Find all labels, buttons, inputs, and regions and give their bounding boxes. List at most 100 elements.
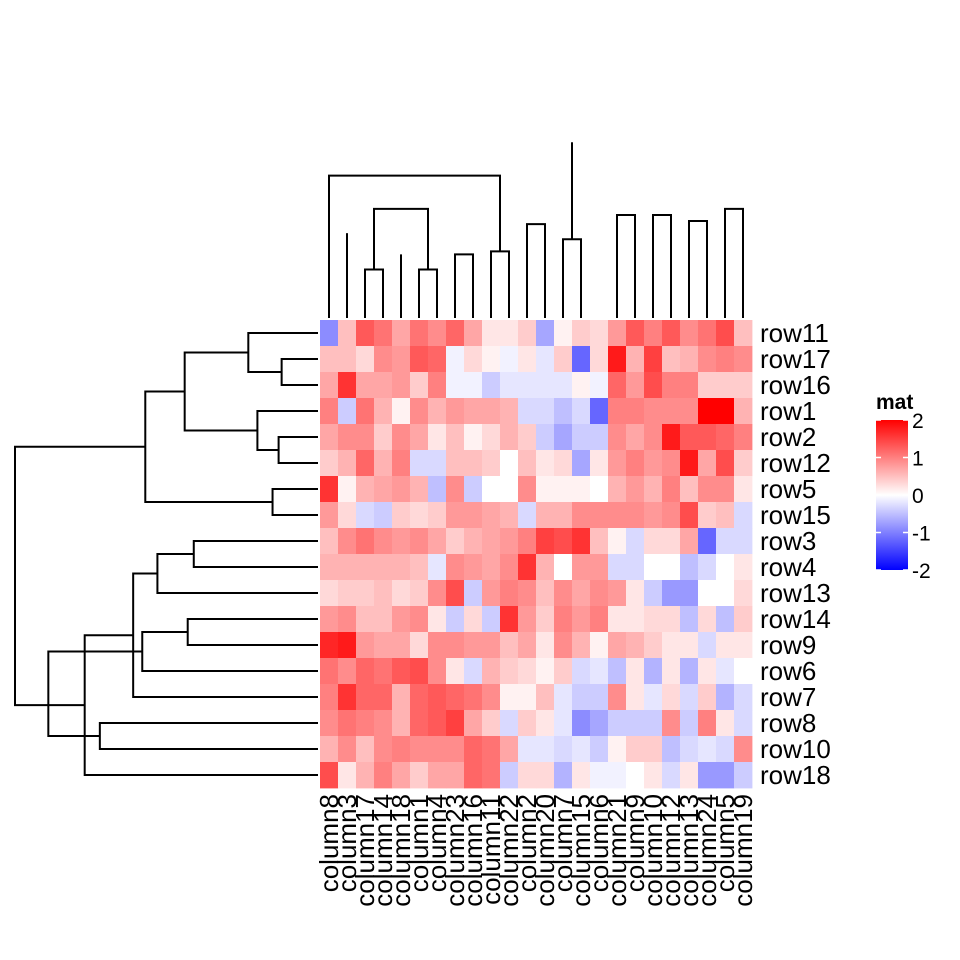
heatmap-cell (662, 528, 681, 555)
heatmap-cell (410, 736, 429, 763)
heatmap-cell (500, 372, 519, 399)
heatmap-cell (464, 372, 483, 399)
heatmap-cell (662, 710, 681, 737)
heatmap-cell (644, 554, 663, 581)
heatmap-cell (554, 658, 573, 685)
heatmap-cell (734, 658, 753, 685)
heatmap-cell (464, 736, 483, 763)
heatmap-cell (374, 320, 393, 347)
heatmap-cell (356, 606, 375, 633)
heatmap-cell (662, 372, 681, 399)
column-labels: column8column3column17column14column18co… (314, 794, 758, 907)
heatmap-cell (626, 762, 645, 789)
heatmap-cell (716, 398, 735, 425)
heatmap-cell (356, 424, 375, 451)
heatmap-cell (356, 476, 375, 503)
heatmap-cell (338, 762, 357, 789)
row-dendrogram (14, 332, 318, 776)
dendrogram-branch (652, 213, 672, 318)
heatmap-cell (734, 736, 753, 763)
heatmap-cell (608, 606, 627, 633)
column-label: column13 (674, 794, 704, 907)
heatmap-cell (644, 502, 663, 529)
heatmap-cell (572, 424, 591, 451)
heatmap-cell (392, 736, 411, 763)
heatmap-cell (608, 632, 627, 659)
heatmap-cell (644, 346, 663, 373)
dendrogram-branch (688, 220, 708, 318)
heatmap-cell (428, 502, 447, 529)
row-labels: row11row17row16row1row2row12row5row15row… (760, 318, 831, 790)
heatmap-cell (698, 658, 717, 685)
heatmap-cell (644, 710, 663, 737)
heatmap-cell (698, 372, 717, 399)
heatmap-cell (428, 528, 447, 555)
heatmap-cell (464, 502, 483, 529)
heatmap-cell (734, 346, 753, 373)
heatmap-cell (392, 346, 411, 373)
heatmap-cell (338, 554, 357, 581)
heatmap-cell (500, 502, 519, 529)
heatmap-cell (338, 346, 357, 373)
heatmap-cell (374, 658, 393, 685)
row-label: row1 (760, 396, 816, 426)
heatmap-cell (482, 684, 501, 711)
heatmap-cell (392, 762, 411, 789)
heatmap-cell (608, 710, 627, 737)
heatmap-cell (680, 450, 699, 477)
heatmap-cell (572, 658, 591, 685)
heatmap-cell (608, 346, 627, 373)
dendrogram-branch (186, 618, 318, 646)
row-label: row8 (760, 708, 816, 738)
heatmap-cell (698, 476, 717, 503)
heatmap-cell (464, 632, 483, 659)
heatmap-cell (680, 476, 699, 503)
heatmap-cell (428, 736, 447, 763)
heatmap-cell (356, 580, 375, 607)
heatmap-cell (554, 606, 573, 633)
heatmap-cell (356, 632, 375, 659)
heatmap-cell (680, 762, 699, 789)
heatmap-cell (518, 762, 537, 789)
heatmap-cell (392, 502, 411, 529)
heatmap-cell (392, 632, 411, 659)
heatmap-cell (518, 346, 537, 373)
heatmap-cell (662, 632, 681, 659)
heatmap-cell (680, 580, 699, 607)
heatmap-cell (356, 684, 375, 711)
column-label: column9 (620, 794, 650, 892)
heatmap-cell (392, 658, 411, 685)
heatmap-cell (446, 684, 465, 711)
heatmap-cell (644, 736, 663, 763)
dendrogram-branch (98, 722, 318, 750)
heatmap-cell (374, 736, 393, 763)
heatmap-cell (464, 554, 483, 581)
heatmap-cell (500, 580, 519, 607)
heatmap-cell (410, 372, 429, 399)
heatmap-cell (590, 684, 609, 711)
heatmap-cell (734, 528, 753, 555)
heatmap-cell (590, 554, 609, 581)
row-label: row4 (760, 552, 816, 582)
heatmap-cell (680, 346, 699, 373)
heatmap-cell (338, 658, 357, 685)
heatmap-cell (554, 372, 573, 399)
heatmap-cell (698, 606, 717, 633)
heatmap-cell (428, 554, 447, 581)
column-label: column20 (530, 794, 560, 907)
heatmap-cell (572, 528, 591, 555)
heatmap-cell (734, 398, 753, 425)
heatmap-cell (734, 762, 753, 789)
heatmap-cell (500, 346, 519, 373)
heatmap-cell (608, 580, 627, 607)
heatmap-cell (680, 502, 699, 529)
heatmap-cell (662, 736, 681, 763)
dendrogram-branch (364, 268, 384, 318)
heatmap-cell (464, 580, 483, 607)
heatmap-cell (716, 762, 735, 789)
heatmap-cell (680, 398, 699, 425)
heatmap-cell (626, 424, 645, 451)
heatmap-cell (734, 554, 753, 581)
heatmap-cell (680, 710, 699, 737)
dendrogram-branch (277, 436, 318, 464)
